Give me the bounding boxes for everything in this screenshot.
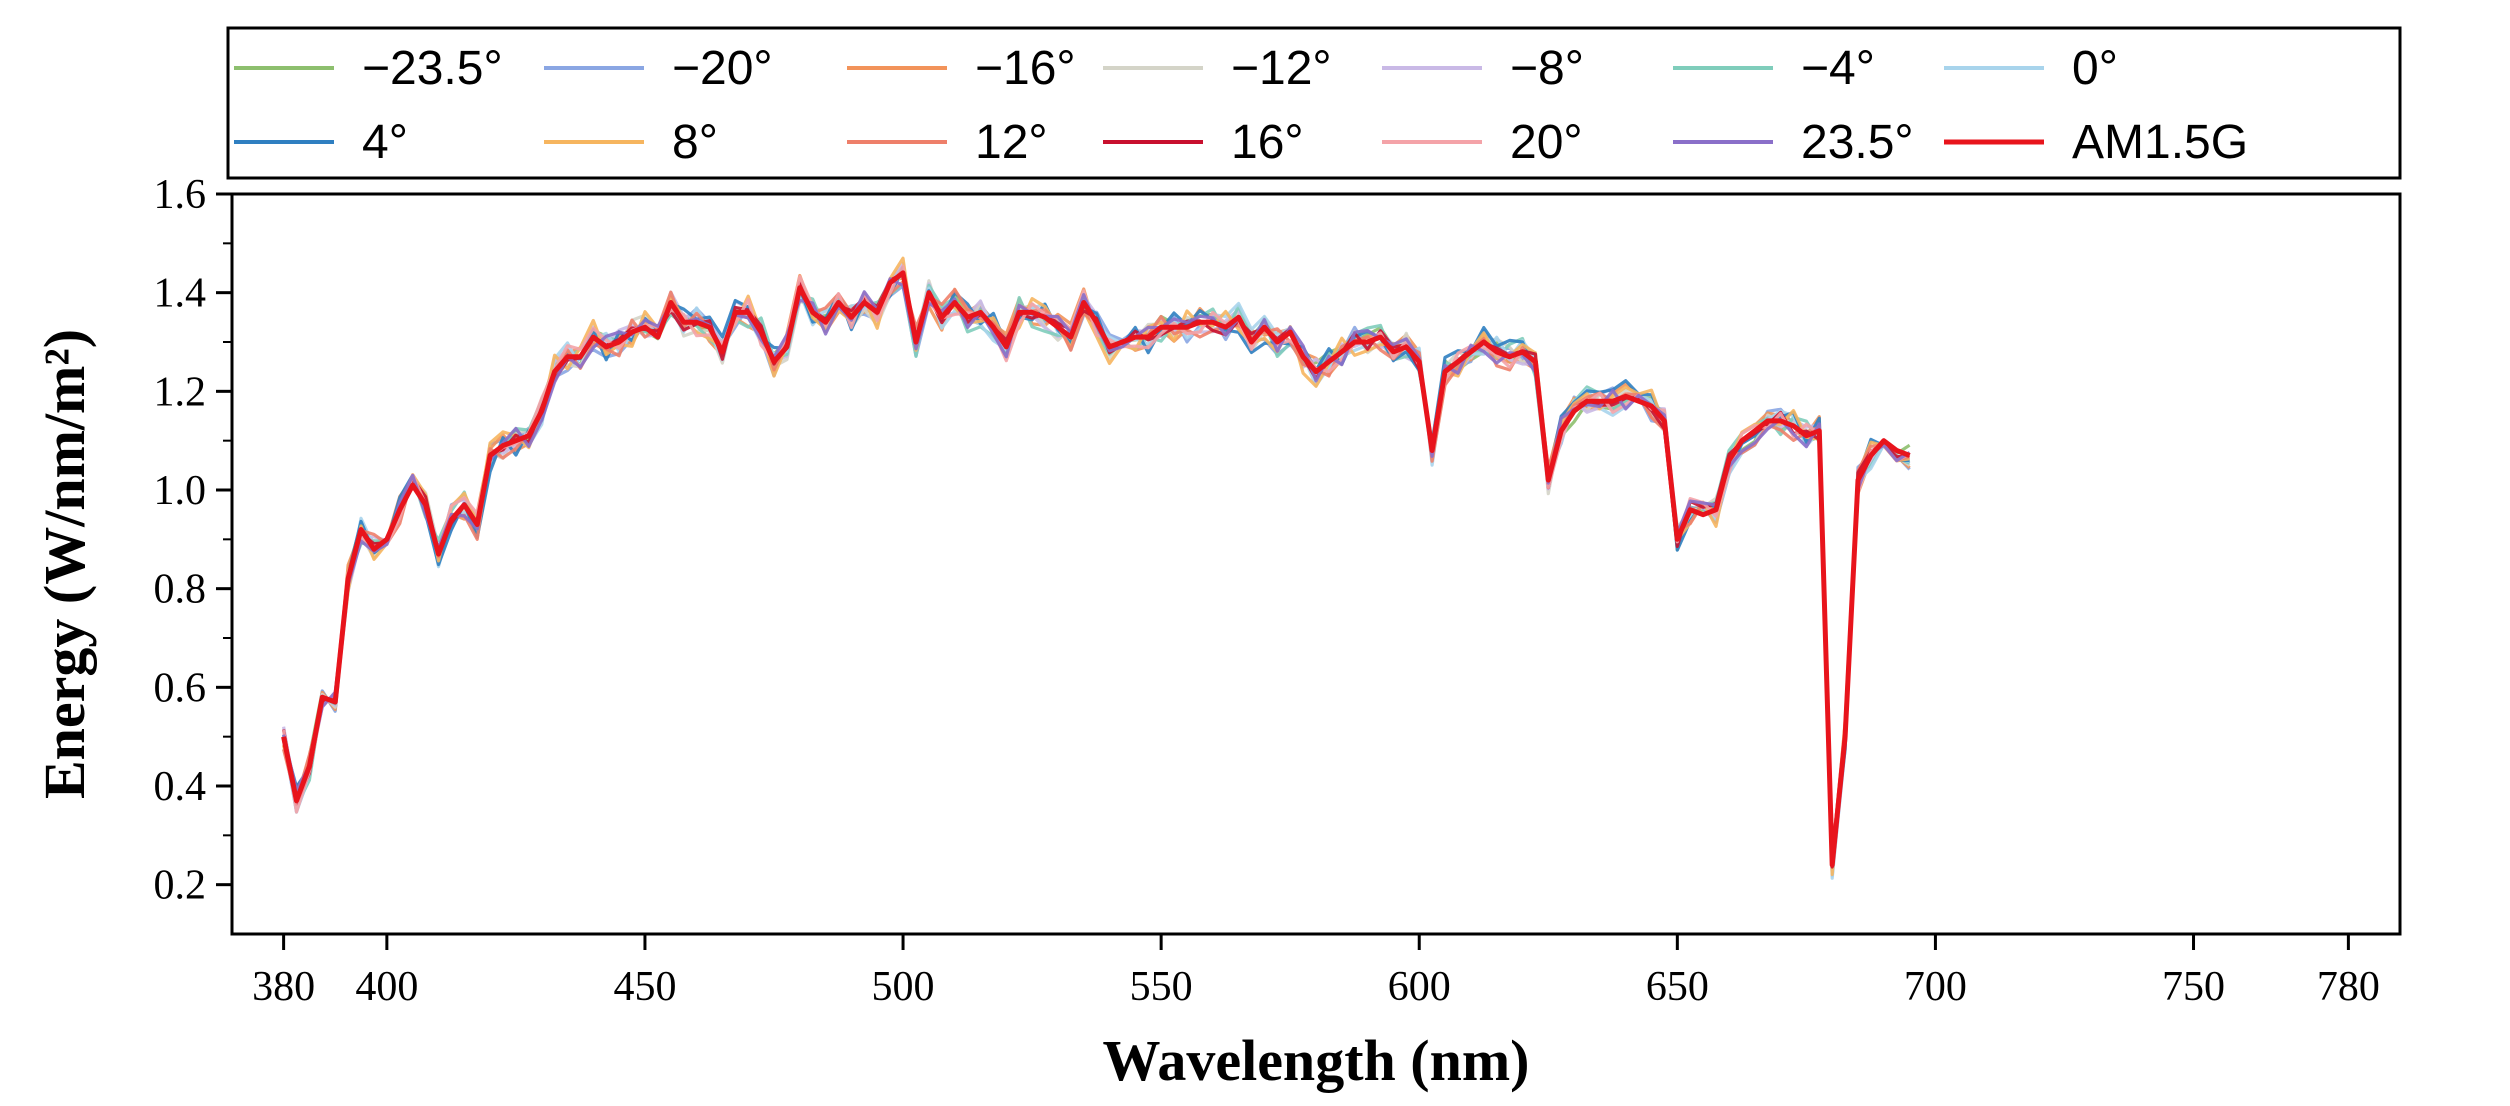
legend-item: −12° (1103, 42, 1332, 95)
legend-item: −20° (544, 42, 773, 95)
legend-item: −8° (1382, 42, 1584, 95)
y-tick-label: 0.8 (154, 567, 207, 613)
x-tick-label: 550 (1130, 964, 1193, 1010)
x-tick-label: 400 (355, 964, 418, 1010)
legend-item: 4° (234, 116, 408, 169)
x-tick-label: 450 (613, 964, 676, 1010)
x-tick-label: 380 (252, 964, 315, 1010)
legend-label: −8° (1510, 42, 1584, 95)
y-tick-label: 0.4 (154, 764, 207, 810)
legend-item: 16° (1103, 116, 1304, 169)
plot-frame (230, 192, 2402, 936)
legend-label: −23.5° (362, 42, 503, 95)
legend-item: −4° (1673, 42, 1875, 95)
legend-label: 23.5° (1801, 116, 1914, 169)
legend-label: 0° (2072, 42, 2118, 95)
legend-item: 20° (1382, 116, 1583, 169)
x-tick-label: 750 (2162, 964, 2225, 1010)
legend-label: 8° (672, 116, 718, 169)
x-tick-label: 650 (1646, 964, 1709, 1010)
legend: −23.5° −20° −16° −12° −8° −4° 0° 4° 8° 12° 16° 20° 2… (234, 42, 2248, 169)
legend-item: 0° (1944, 42, 2118, 95)
x-tick-label: 500 (872, 964, 935, 1010)
legend-item: 23.5° (1673, 116, 1914, 169)
legend-label: 4° (362, 116, 408, 169)
series-layer (281, 256, 1911, 880)
axis-ticks (216, 192, 2350, 950)
y-tick-label: 1.0 (154, 468, 207, 514)
legend-item: 8° (544, 116, 718, 169)
y-tick-label: 0.2 (154, 863, 207, 909)
y-tick-label: 1.4 (154, 271, 207, 317)
y-tick-label: 1.6 (154, 172, 207, 218)
legend-label: AM1.5G (2072, 116, 2248, 169)
tick-labels: 380 400 450 500 550 600 650 700 750 780 0.2 0.4 0.6 0… (154, 172, 2380, 1010)
legend-item: −16° (847, 42, 1076, 95)
legend-label: −12° (1231, 42, 1332, 95)
x-axis-title: Wavelength (nm) (1103, 1028, 1530, 1093)
legend-item: −23.5° (234, 42, 503, 95)
y-axis-title: Energy (W/nm/m²) (32, 329, 97, 799)
legend-label: −4° (1801, 42, 1875, 95)
x-tick-label: 780 (2317, 964, 2380, 1010)
legend-label: 12° (975, 116, 1048, 169)
legend-label: 20° (1510, 116, 1583, 169)
legend-label: −20° (672, 42, 773, 95)
x-tick-label: 600 (1388, 964, 1451, 1010)
y-tick-label: 1.2 (154, 369, 207, 415)
legend-item: 12° (847, 116, 1048, 169)
legend-label: −16° (975, 42, 1076, 95)
legend-item: AM1.5G (1944, 116, 2248, 169)
y-tick-label: 0.6 (154, 665, 207, 711)
series-line-am15g (281, 270, 1911, 868)
legend-label: 16° (1231, 116, 1304, 169)
x-tick-label: 700 (1904, 964, 1967, 1010)
legend-box (226, 26, 2402, 180)
